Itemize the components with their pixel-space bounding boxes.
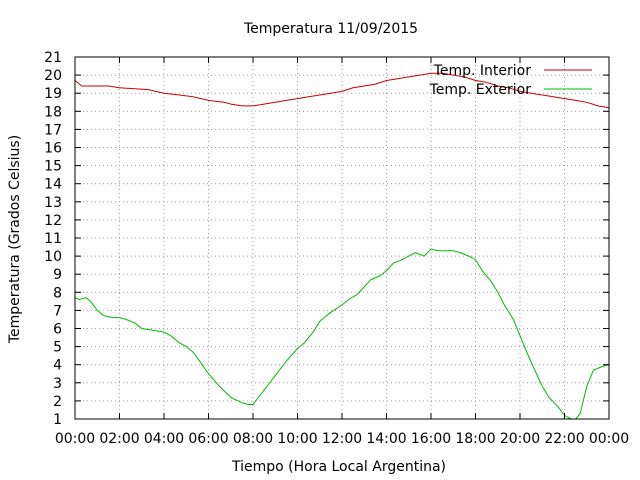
x-tick-label: 10:00 [277, 431, 317, 447]
x-tick-label: 14:00 [366, 431, 406, 447]
x-tick-label: 18:00 [455, 431, 495, 447]
x-tick-label: 04:00 [144, 431, 184, 447]
x-tick-label: 00:00 [589, 431, 629, 447]
x-tick-label: 06:00 [188, 431, 228, 447]
y-tick-label: 17 [44, 122, 62, 138]
y-tick-label: 20 [44, 68, 62, 84]
y-tick-label: 10 [44, 249, 62, 265]
y-tick-label: 6 [53, 322, 62, 338]
y-tick-label: 21 [44, 50, 62, 66]
y-tick-label: 18 [44, 104, 62, 120]
x-tick-label: 00:00 [55, 431, 95, 447]
x-tick-label: 12:00 [322, 431, 362, 447]
y-tick-label: 19 [44, 86, 62, 102]
y-tick-label: 2 [53, 394, 62, 410]
grid-lines [75, 57, 609, 419]
y-tick-label: 5 [53, 340, 62, 356]
x-tick-label: 02:00 [99, 431, 139, 447]
x-axis-label: Tiempo (Hora Local Argentina) [231, 459, 446, 475]
x-tick-label: 22:00 [544, 431, 584, 447]
series-layer [74, 72, 610, 420]
x-tick-label: 16:00 [411, 431, 451, 447]
x-tick-label: 20:00 [500, 431, 540, 447]
y-tick-label: 14 [44, 177, 62, 193]
y-tick-label: 1 [53, 412, 62, 428]
x-tick-label: 08:00 [233, 431, 273, 447]
legend-label-exterior: Temp. Exterior [429, 82, 532, 98]
chart-title: Temperatura 11/09/2015 [243, 21, 418, 37]
legend-label-interior: Temp. Interior [433, 63, 532, 79]
y-tick-label: 8 [53, 285, 62, 301]
legend: Temp. Interior Temp. Exterior [429, 63, 592, 98]
y-tick-label: 11 [44, 231, 62, 247]
series-line-interior [74, 72, 610, 109]
y-tick-label: 16 [44, 141, 62, 157]
y-tick-label: 9 [53, 267, 62, 283]
y-tick-label: 12 [44, 213, 62, 229]
y-tick-label: 7 [53, 303, 62, 319]
y-tick-label: 13 [44, 195, 62, 211]
y-tick-label: 15 [44, 159, 62, 175]
y-tick-label: 3 [53, 376, 62, 392]
y-tick-label: 4 [53, 358, 62, 374]
series-line-exterior [74, 248, 610, 420]
y-axis-label: Temperatura (Grados Celsius) [7, 135, 23, 344]
